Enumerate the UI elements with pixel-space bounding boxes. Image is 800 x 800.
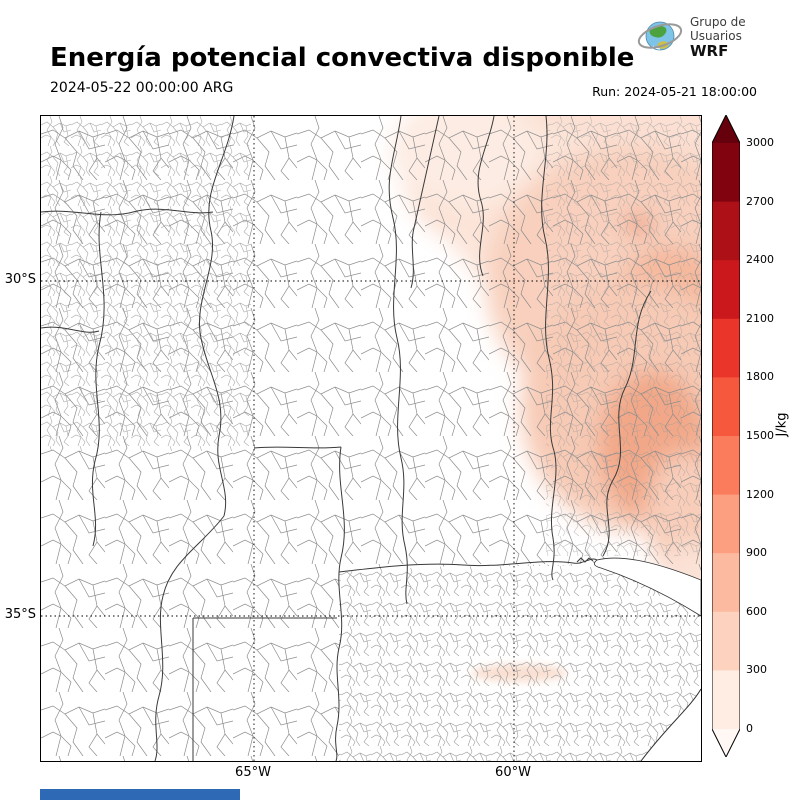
colorbar-tick-label: 0 xyxy=(746,722,753,735)
footer-bar xyxy=(40,789,240,800)
globe-icon xyxy=(637,21,683,51)
map-frame xyxy=(40,66,776,762)
logo-line-1: Grupo de xyxy=(690,14,746,29)
colorbar xyxy=(712,115,740,757)
colorbar-segment xyxy=(712,553,740,613)
colorbar-tick-label: 1800 xyxy=(746,370,774,383)
colorbar-tick-label: 3000 xyxy=(746,136,774,149)
logo-text: Grupo de Usuarios WRF xyxy=(690,14,746,60)
colorbar-segment xyxy=(712,670,740,729)
map-canvas xyxy=(40,66,776,762)
colorbar-segment xyxy=(712,436,740,495)
y-tick-label-35s: 35°S xyxy=(4,607,36,622)
colorbar-segment xyxy=(712,143,740,202)
northeast-dense-mesh xyxy=(546,116,701,556)
x-tick-label-60w: 60°W xyxy=(495,765,531,780)
buenos-aires-mesh xyxy=(339,564,701,761)
colorbar-tick-label: 600 xyxy=(746,605,767,618)
colorbar-tick-label: 2400 xyxy=(746,253,774,266)
x-tick-label-65w: 65°W xyxy=(235,765,271,780)
colorbar-under-arrow xyxy=(712,729,740,757)
colorbar-segment xyxy=(712,377,740,437)
colorbar-tick-label: 300 xyxy=(746,663,767,676)
run-time-label: Run: 2024-05-21 18:00:00 xyxy=(592,84,757,99)
colorbar-tick-label: 1200 xyxy=(746,488,774,501)
y-tick-label-30s: 30°S xyxy=(4,272,36,287)
colorbar-unit-label: J/kg xyxy=(774,412,790,437)
colorbar-tick-label: 900 xyxy=(746,546,767,559)
colorbar-segment xyxy=(712,318,740,378)
colorbar-segment xyxy=(712,201,740,261)
colorbar-segment xyxy=(712,260,740,320)
logo-line-3: WRF xyxy=(690,41,729,60)
graticule xyxy=(41,116,701,761)
colorbar-segment xyxy=(712,494,740,554)
northwest-dense-mesh xyxy=(41,116,251,451)
valid-time-label: 2024-05-22 00:00:00 ARG xyxy=(50,80,234,96)
coastline xyxy=(640,688,702,762)
logo-line-2: Usuarios xyxy=(690,28,742,43)
colorbar-tick-label: 2100 xyxy=(746,312,774,325)
rio-de-la-plata xyxy=(594,557,702,617)
wrf-logo: Grupo de Usuarios WRF xyxy=(636,13,746,59)
colorbar-segment xyxy=(712,611,740,671)
colorbar-tick-label: 2700 xyxy=(746,195,774,208)
colorbar-tick-label: 1500 xyxy=(746,429,774,442)
page-title: Energía potencial convectiva disponible xyxy=(50,43,635,74)
colorbar-over-arrow xyxy=(712,115,740,143)
province-borders xyxy=(40,115,652,762)
